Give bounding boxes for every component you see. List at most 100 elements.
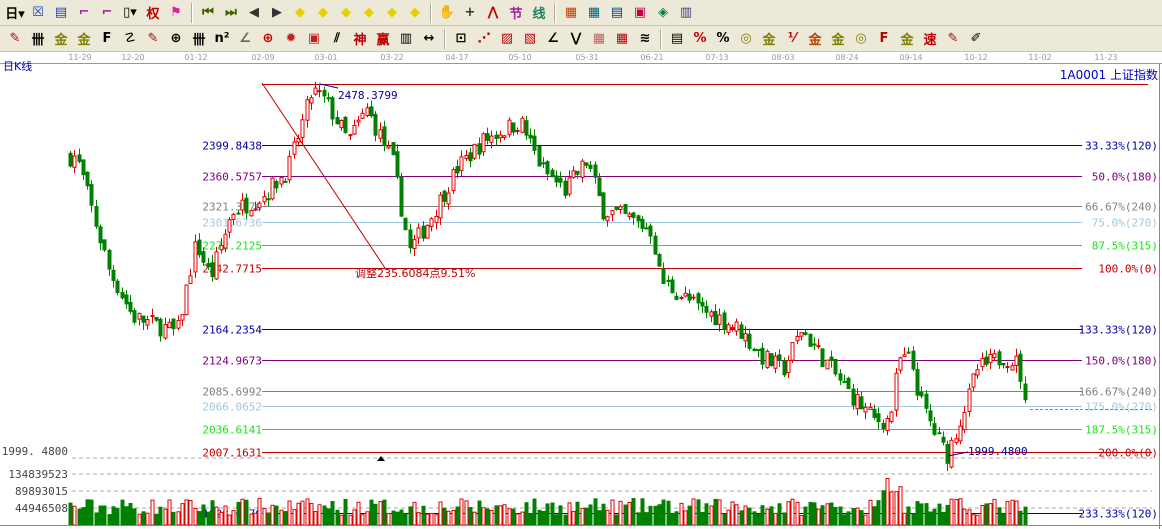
grid-icon[interactable]: ▦ — [592, 31, 606, 46]
print-icon[interactable]: ▥ — [679, 5, 693, 20]
gold-4-icon[interactable]: 金 — [808, 33, 822, 48]
overlay-icon[interactable]: ☒ — [32, 5, 44, 20]
grid-2-icon[interactable]: ▦ — [615, 31, 629, 46]
frame-icon[interactable]: ⊡ — [455, 31, 467, 46]
gold-2-icon[interactable]: 金 — [77, 33, 91, 48]
section-icon[interactable]: 节 — [509, 7, 523, 22]
crosshair-icon[interactable]: + — [464, 5, 476, 20]
volume-bar — [176, 511, 181, 526]
move-left-icon[interactable]: ◆ — [295, 5, 305, 20]
fan-box-2-icon[interactable]: ▧ — [523, 31, 537, 46]
ruler-icon[interactable]: ▥ — [399, 31, 413, 46]
coin-icon[interactable]: ◎ — [740, 31, 752, 46]
volume-bar — [403, 513, 408, 526]
fast-icon[interactable]: 速 — [923, 33, 937, 48]
percent-box-icon[interactable]: % — [693, 31, 707, 46]
expand-icon[interactable]: ◆ — [387, 5, 397, 20]
candle-up — [954, 438, 959, 443]
hand-icon[interactable]: ✋ — [438, 5, 456, 20]
volume-bar — [193, 507, 198, 526]
pen-2-icon[interactable]: ✎ — [147, 31, 159, 46]
fan-box-icon[interactable]: ▨ — [500, 31, 514, 46]
move-right-icon[interactable]: ◆ — [318, 5, 328, 20]
ray-icon[interactable]: ⫽ — [334, 31, 340, 46]
hatch-icon[interactable]: ≋ — [639, 31, 651, 46]
target-icon[interactable]: ⊕ — [262, 31, 274, 46]
step-chart-9-icon[interactable]: ⌐ — [101, 5, 113, 20]
fib-f-icon[interactable]: F — [102, 31, 112, 46]
angle-icon[interactable]: ∠ — [239, 31, 251, 46]
fraction-icon[interactable]: ⅟ — [788, 31, 796, 46]
edit-icon[interactable]: ✐ — [970, 31, 982, 46]
god-icon[interactable]: 神 — [353, 33, 367, 48]
fib-right-label: 233.33%(120) — [1079, 508, 1158, 521]
line-icon[interactable]: ⋀ — [487, 5, 499, 20]
report-icon[interactable]: ▤ — [610, 5, 624, 20]
volume-bar — [584, 507, 589, 526]
candle-up — [317, 90, 322, 93]
volume-bar — [734, 504, 739, 526]
candle-up — [309, 97, 314, 104]
first-icon[interactable]: ⏮ — [202, 5, 214, 20]
volume-bar — [541, 510, 546, 526]
circle-icon[interactable]: ⊕ — [170, 31, 182, 46]
shrink-icon[interactable]: ◆ — [410, 5, 420, 20]
volume-bar — [941, 511, 946, 526]
period-dropdown[interactable]: 日▾ — [5, 7, 25, 22]
candle-down — [915, 369, 920, 396]
network-icon[interactable]: ◈ — [658, 5, 668, 20]
save-icon[interactable]: ▣ — [633, 5, 647, 20]
calculator-icon[interactable]: ▦ — [587, 5, 601, 20]
square-icon[interactable]: ▣ — [307, 31, 321, 46]
volume-bar — [846, 511, 851, 526]
pen-icon[interactable]: ✎ — [9, 31, 21, 46]
parallel-lines-icon[interactable]: 卌 — [31, 33, 45, 48]
volume-bar — [928, 511, 933, 526]
last-icon[interactable]: ⏭ — [225, 5, 237, 20]
volume-bar — [343, 498, 348, 526]
f-red-icon[interactable]: F — [879, 31, 889, 46]
gold-3-icon[interactable]: 金 — [762, 33, 776, 48]
draw-line-icon[interactable]: 线 — [532, 7, 546, 22]
volume-bar — [386, 512, 391, 526]
volume-bar — [378, 501, 383, 526]
candle-down — [274, 180, 279, 189]
right-arrow-icon[interactable]: ▶ — [272, 5, 282, 20]
notes-icon[interactable]: ▤ — [54, 5, 68, 20]
pen-3-icon[interactable]: ✎ — [947, 31, 959, 46]
volume-bar — [932, 508, 937, 526]
volume-bar — [752, 511, 757, 526]
gold-6-icon[interactable]: 金 — [900, 33, 914, 48]
width-icon[interactable]: ↔ — [423, 31, 435, 46]
angle-2-icon[interactable]: ∠ — [547, 31, 559, 46]
step-chart-3-icon[interactable]: ⌐ — [78, 5, 90, 20]
fib-right-label: 50.0%(180) — [1092, 171, 1158, 184]
win-icon[interactable]: 赢 — [376, 33, 390, 48]
candle-up — [425, 224, 430, 239]
zoom-in-icon[interactable]: ◆ — [341, 5, 351, 20]
percent-icon[interactable]: % — [716, 31, 730, 46]
candle-style-dropdown[interactable]: ▯▾ — [123, 5, 137, 20]
gold-5-icon[interactable]: 金 — [831, 33, 845, 48]
fib-right-label: 200.0%(0) — [1098, 447, 1158, 460]
gold-1-icon[interactable]: 金 — [54, 33, 68, 48]
fib-right-label: 87.5%(315) — [1092, 240, 1158, 253]
zigzag-icon[interactable]: ⋁ — [570, 31, 582, 46]
coin-2-icon[interactable]: ◎ — [855, 31, 867, 46]
table-icon[interactable]: ▤ — [670, 31, 684, 46]
grid-lines-icon[interactable]: 卌 — [192, 33, 206, 48]
fan-icon[interactable]: ⋰ — [477, 31, 491, 46]
volume-bar — [515, 513, 520, 526]
volume-bar — [674, 511, 679, 526]
volume-bar — [262, 507, 267, 526]
left-arrow-icon[interactable]: ◀ — [249, 5, 259, 20]
spiral-icon[interactable]: ☡ — [124, 31, 136, 46]
star-icon[interactable]: ✹ — [285, 31, 297, 46]
candle-down — [322, 89, 327, 97]
calendar-icon[interactable]: ▦ — [564, 5, 578, 20]
flag-icon[interactable]: ⚑ — [170, 5, 182, 20]
weight-icon[interactable]: 权 — [146, 7, 160, 22]
zoom-out-icon[interactable]: ◆ — [364, 5, 374, 20]
n2-icon[interactable]: n² — [214, 31, 230, 46]
